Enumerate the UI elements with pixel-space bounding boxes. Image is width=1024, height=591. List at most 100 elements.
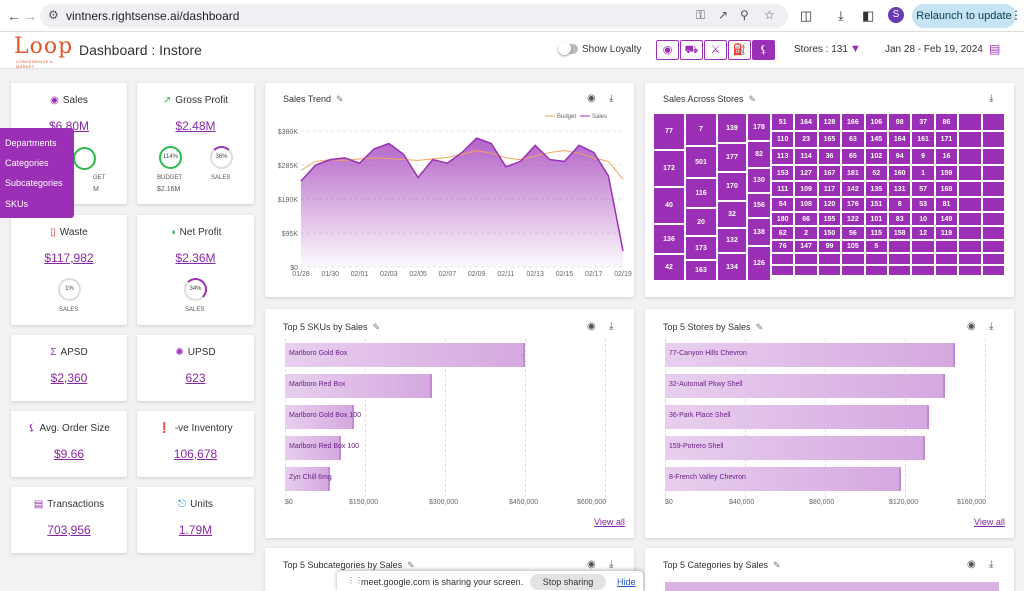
kpi-apsd[interactable]: Σ APSD $2,360 [11, 335, 127, 401]
treemap-cell[interactable]: 164 [794, 113, 818, 131]
treemap-cell[interactable]: 115 [864, 226, 888, 240]
kpi-value[interactable]: $2.36M [175, 251, 216, 265]
address-bar[interactable]: ⚙ vintners.rightsense.ai/dashboard ⚿ ↗ ⚲… [40, 4, 788, 28]
treemap-cell[interactable] [864, 253, 888, 265]
edit-icon[interactable]: ✎ [336, 94, 344, 104]
treemap-cell[interactable]: 180 [771, 212, 795, 226]
treemap-cell[interactable] [958, 265, 982, 276]
kpi-gross-profit[interactable]: ↗ Gross Profit $2.48M 114% 36% BUDGET SAL… [137, 83, 254, 204]
forward-icon[interactable]: → [23, 8, 37, 24]
loop-logo[interactable]: Loop CONVENIENCE & MARKET [14, 34, 72, 69]
browser-menu-icon[interactable]: ⋮ [1010, 8, 1022, 22]
view-icon[interactable]: ◉ [967, 321, 976, 332]
bar[interactable]: 32-Automall Pkwy Shell [665, 374, 945, 398]
treemap-cell[interactable] [981, 197, 1005, 212]
bookmark-star-icon[interactable]: ☆ [764, 8, 775, 22]
treemap-cell[interactable]: 114 [794, 148, 818, 165]
treemap-cell[interactable] [771, 253, 795, 265]
bar[interactable]: 77-Canyon Hills Chevron [665, 343, 955, 367]
treemap-cell[interactable]: 57 [911, 181, 935, 197]
treemap-cell[interactable]: 178 [747, 113, 771, 141]
treemap-cell[interactable]: 160 [888, 165, 912, 181]
treemap-cell[interactable] [958, 181, 982, 197]
treemap-cell[interactable] [841, 265, 865, 276]
download-icon[interactable]: ⤓ [989, 321, 994, 332]
treemap-cell[interactable]: 32 [717, 201, 747, 228]
treemap-cell[interactable]: 9 [911, 148, 935, 165]
treemap-cell[interactable]: 54 [771, 197, 795, 212]
treemap-cell[interactable]: 161 [911, 131, 935, 148]
bar[interactable]: 36-Park Place Shell [665, 405, 929, 429]
treemap-cell[interactable] [771, 265, 795, 276]
treemap-cell[interactable]: 62 [771, 226, 795, 240]
treemap-cell[interactable]: 142 [841, 181, 865, 197]
treemap-cell[interactable]: 94 [888, 148, 912, 165]
treemap-cell[interactable]: 110 [771, 131, 795, 148]
kpi-transactions[interactable]: ▤ Transactions 703,956 [11, 487, 127, 553]
treemap-cell[interactable] [934, 265, 959, 276]
kpi-units[interactable]: ⎋ Units 1.79M [137, 487, 254, 553]
download-icon[interactable]: ⤓ [989, 559, 994, 570]
treemap-cell[interactable]: 7 [685, 113, 717, 146]
kpi-avg-order-size[interactable]: ⚸ Avg. Order Size $9.66 [11, 411, 127, 477]
side-panel-icon[interactable]: ◧ [862, 8, 875, 23]
treemap-cell[interactable]: 131 [888, 181, 912, 197]
treemap-cell[interactable]: 36 [817, 148, 842, 165]
treemap-cell[interactable]: 132 [717, 228, 747, 253]
treemap-cell[interactable] [817, 265, 842, 276]
treemap-cell[interactable]: 119 [934, 226, 959, 240]
treemap-cell[interactable]: 116 [685, 178, 717, 208]
treemap-cell[interactable]: 173 [685, 236, 717, 260]
treemap-cell[interactable]: 12 [911, 226, 935, 240]
treemap-cell[interactable]: 163 [685, 260, 717, 281]
edit-icon[interactable]: ✎ [755, 322, 764, 332]
treemap-cell[interactable]: 65 [841, 148, 865, 165]
kpi-waste[interactable]: ▯ Waste $117,982 1% SALES [11, 215, 127, 325]
treemap-cell[interactable]: 2 [794, 226, 818, 240]
kpi-value[interactable]: $9.66 [53, 447, 85, 461]
treemap-cell[interactable]: 82 [747, 141, 771, 168]
channel-carwash-icon[interactable]: ⛟ [680, 40, 703, 60]
treemap-cell[interactable]: 170 [717, 172, 747, 201]
treemap-cell[interactable]: 126 [747, 246, 771, 281]
treemap-cell[interactable]: 122 [841, 212, 865, 226]
treemap-cell[interactable]: 172 [653, 150, 685, 187]
treemap-cell[interactable] [981, 212, 1005, 226]
profile-avatar[interactable]: S [888, 7, 904, 23]
treemap-cell[interactable]: 150 [817, 226, 842, 240]
kpi-net-profit[interactable]: ◑ Net Profit $2.36M 34% SALES [137, 215, 254, 325]
kpi-value[interactable]: 1.79M [178, 523, 213, 537]
bar[interactable]: Marlboro Gold Box 100 [285, 405, 361, 429]
download-icon[interactable]: ⤓ [609, 559, 614, 570]
treemap-cell[interactable]: 101 [864, 212, 888, 226]
view-icon[interactable]: ◉ [967, 559, 976, 570]
treemap-cell[interactable] [911, 253, 935, 265]
treemap-cell[interactable] [958, 113, 982, 131]
treemap-cell[interactable] [958, 148, 982, 165]
treemap-cell[interactable]: 56 [841, 226, 865, 240]
treemap-cell[interactable]: 99 [817, 240, 842, 253]
menu-item-subcategories[interactable]: Subcategories [5, 178, 63, 188]
kpi-upsd[interactable]: ✺ UPSD 623 [137, 335, 254, 401]
kpi-value[interactable]: $117,982 [44, 251, 94, 265]
treemap-cell[interactable] [958, 197, 982, 212]
view-icon[interactable]: ◉ [587, 559, 596, 570]
treemap-cell[interactable]: 176 [841, 197, 865, 212]
treemap-cell[interactable]: 138 [747, 218, 771, 246]
treemap-cell[interactable]: 111 [771, 181, 795, 197]
download-icon[interactable]: ⤓ [989, 93, 994, 104]
treemap-cell[interactable]: 165 [817, 131, 842, 148]
kpi-value[interactable]: 623 [185, 371, 206, 385]
treemap-cell[interactable] [888, 240, 912, 253]
bar[interactable]: Marlboro Red Box [285, 374, 432, 398]
treemap-cell[interactable]: 5 [864, 240, 888, 253]
relaunch-button[interactable]: Relaunch to update [912, 4, 1016, 28]
treemap-cell[interactable]: 98 [888, 113, 912, 131]
treemap-cell[interactable]: 117 [817, 181, 842, 197]
treemap-cell[interactable]: 76 [771, 240, 795, 253]
edit-icon[interactable]: ✎ [748, 94, 757, 104]
treemap-cell[interactable]: 20 [685, 208, 717, 236]
download-icon[interactable]: ⤓ [838, 8, 844, 23]
bar[interactable]: Zyn Chill 6mg [285, 467, 332, 491]
calendar-icon[interactable]: ▤ [989, 42, 1001, 56]
